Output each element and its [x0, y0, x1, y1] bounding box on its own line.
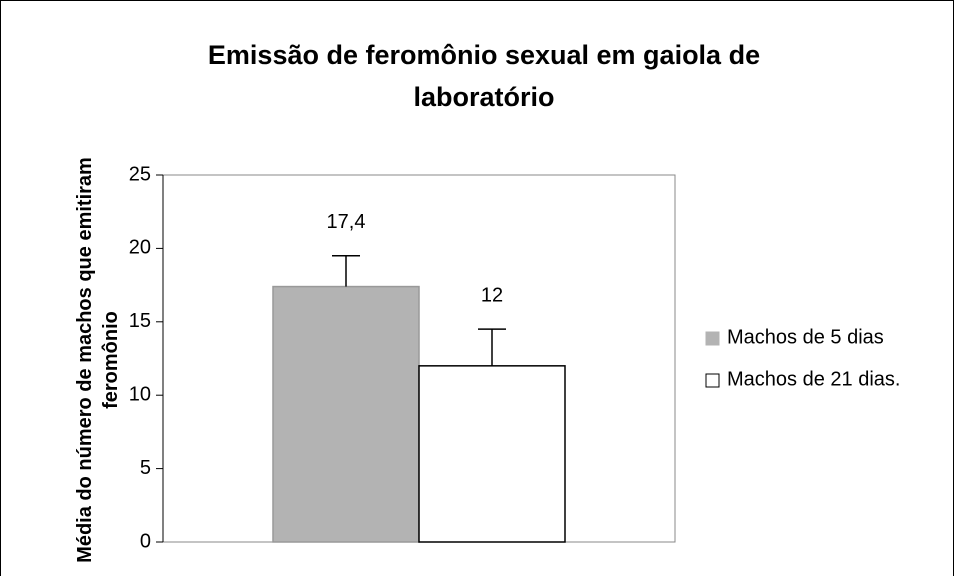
- y-tick-label: 25: [129, 163, 151, 185]
- y-tick-label: 10: [129, 383, 151, 405]
- data-label: 17,4: [327, 211, 366, 233]
- chart-title: Emissão de feromônio sexual em gaiola de…: [207, 40, 761, 112]
- legend-swatch: [705, 331, 720, 346]
- legend-label: Machos de 5 dias: [727, 326, 884, 348]
- y-tick-label: 15: [129, 310, 151, 332]
- legend-swatch: [705, 373, 720, 388]
- y-tick-label: 5: [140, 457, 151, 479]
- y-axis-label: Média do número de machos que emitiram f…: [74, 157, 122, 563]
- bar: [418, 365, 566, 543]
- bar: [272, 285, 420, 543]
- y-tick-label: 20: [129, 237, 151, 259]
- y-tick-label: 0: [140, 530, 151, 552]
- legend-label: Machos de 21 dias.: [727, 368, 900, 390]
- data-label: 12: [481, 284, 503, 306]
